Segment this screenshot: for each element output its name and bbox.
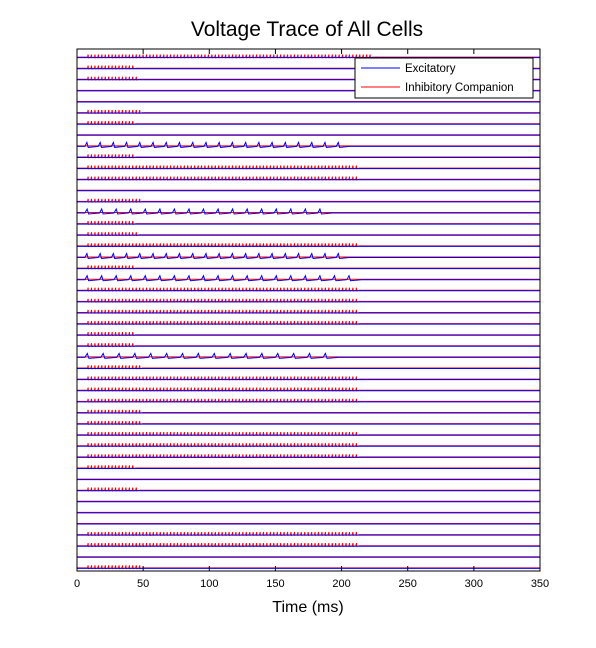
- chart-title: Voltage Trace of All Cells: [191, 18, 423, 41]
- x-axis-label: Time (ms): [272, 599, 343, 616]
- x-tick-label: 200: [332, 578, 350, 590]
- legend-label-excitatory: Excitatory: [405, 63, 456, 75]
- excitatory-trace: [77, 352, 540, 359]
- legend-label-inhibitory: Inhibitory Companion: [405, 82, 514, 94]
- plot-frame: [76, 48, 541, 572]
- x-tick-label: 300: [465, 578, 483, 590]
- x-tick-label: 150: [266, 578, 284, 590]
- x-axis-ticks: 0 50 100 150 200 250 300 350: [74, 49, 549, 590]
- traces-group: [77, 54, 540, 570]
- excitatory-trace: [77, 252, 540, 260]
- legend-box: [354, 57, 534, 99]
- x-tick-label: 50: [137, 578, 149, 590]
- x-tick-label: 350: [531, 578, 549, 590]
- excitatory-trace: [77, 274, 540, 282]
- excitatory-trace: [77, 207, 540, 215]
- x-tick-label: 0: [74, 578, 80, 590]
- x-tick-label: 100: [200, 578, 218, 590]
- legend: Excitatory Inhibitory Companion: [354, 57, 534, 99]
- excitatory-trace: [77, 140, 540, 148]
- x-tick-label: 250: [399, 578, 417, 590]
